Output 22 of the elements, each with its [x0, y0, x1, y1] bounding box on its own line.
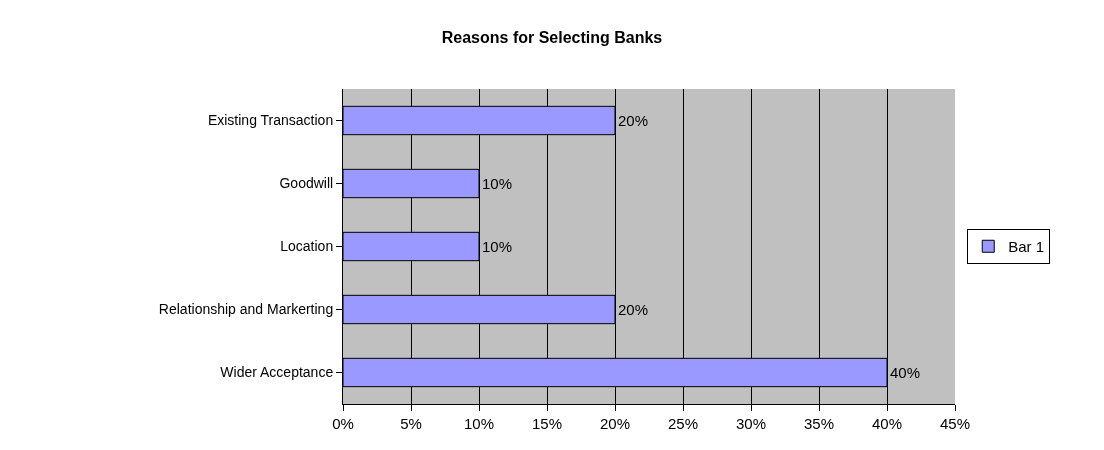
- x-tick-label: 20%: [599, 415, 631, 432]
- legend-label: Bar 1: [1008, 238, 1045, 256]
- y-tick-label: Existing Transaction: [207, 112, 334, 129]
- x-tick-label: 25%: [667, 415, 699, 432]
- x-tick-label: 0%: [332, 415, 354, 432]
- data-label: 10%: [482, 175, 513, 193]
- x-tick-label: 15%: [531, 415, 563, 432]
- data-label: 20%: [618, 112, 649, 130]
- data-label: 40%: [890, 364, 921, 381]
- data-label: 20%: [618, 301, 649, 319]
- x-tick-label: 10%: [463, 415, 495, 432]
- x-tick-label: 40%: [871, 415, 903, 432]
- y-tick-label: Wider Acceptance: [220, 364, 334, 381]
- x-tick-label: 35%: [803, 415, 835, 432]
- y-tick-label: Location: [280, 238, 334, 255]
- data-label: 10%: [482, 238, 513, 255]
- x-tick-label: 5%: [400, 415, 422, 432]
- y-tick-label: Goodwill: [279, 175, 334, 192]
- x-tick-label: 30%: [735, 415, 767, 432]
- x-tick-label: 45%: [939, 415, 971, 432]
- y-tick-label: Relationship and Markerting: [158, 301, 334, 318]
- chart-title: Reasons for Selecting Banks: [441, 28, 663, 46]
